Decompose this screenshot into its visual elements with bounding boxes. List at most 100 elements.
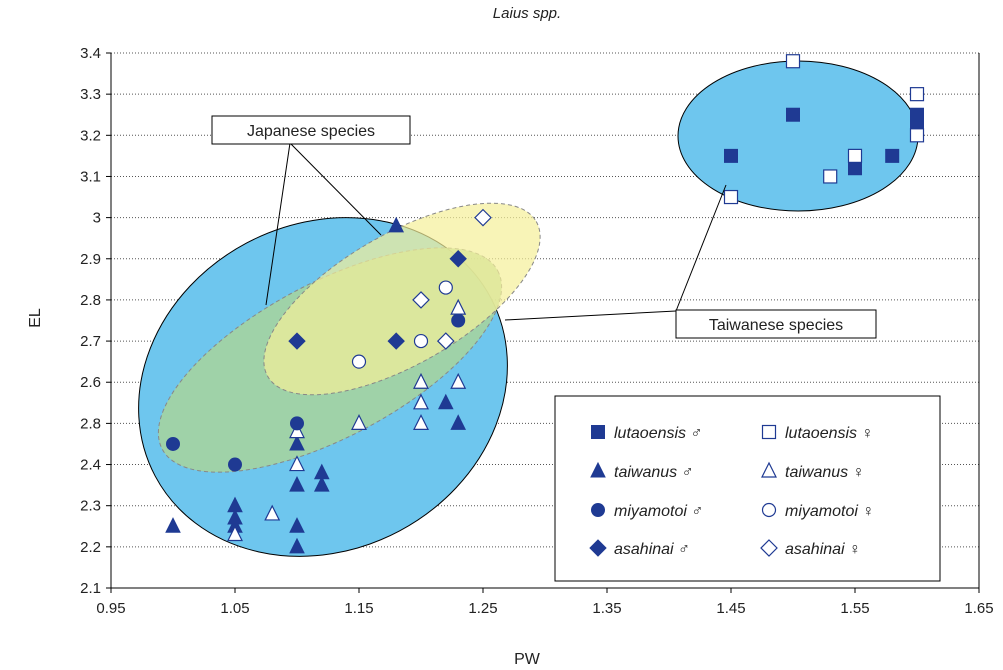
legend-asahinai-female-marker xyxy=(760,539,778,557)
taiwanese-callout-line-1 xyxy=(675,184,727,312)
japanese-callout-box xyxy=(211,115,411,145)
y-tick-label: 3.3 xyxy=(80,86,101,103)
taiwanus-male-point xyxy=(388,216,405,233)
taiwanus-female-point xyxy=(289,455,305,472)
taiwanese-callout-box xyxy=(675,309,877,339)
y-tick-label: 2.6 xyxy=(80,374,101,391)
taiwanus-male-point xyxy=(437,393,454,410)
legend-asahinai-male-marker xyxy=(589,539,607,557)
legend-taiwanus-male-marker xyxy=(590,461,606,478)
legend-asahinai-male-label: asahinai ♂ xyxy=(614,541,690,558)
asahinai-female-point xyxy=(412,291,430,309)
taiwanus-male-point xyxy=(313,475,330,492)
miyamotoi-female-point xyxy=(413,333,429,349)
lutaoensis-male-point xyxy=(910,107,924,122)
series-asahinai-male xyxy=(288,250,467,350)
taiwanus-male-point xyxy=(313,463,330,480)
asahinai-female-point xyxy=(436,332,455,350)
series-asahinai-female xyxy=(412,208,492,350)
miyamotoi-female-point xyxy=(351,354,367,369)
lutaoensis-female-point xyxy=(723,189,739,205)
y-tick-label: 2.9 xyxy=(80,251,101,268)
legend-taiwanus-female-marker xyxy=(761,461,777,478)
taiwanus-female-point xyxy=(413,372,429,389)
series-miyamotoi-female xyxy=(351,280,453,369)
taiwanus-female-point xyxy=(413,414,429,430)
y-tick-label: 3.1 xyxy=(80,168,101,185)
x-tick-label: 1.35 xyxy=(592,600,621,617)
taiwanese-callout-line-2 xyxy=(504,310,677,321)
y-tick-label: 2.8 xyxy=(80,415,101,432)
taiwanese-callout-label: Taiwanese species xyxy=(709,317,843,334)
taiwanus-female-point xyxy=(450,372,467,389)
y-tick-label: 2.2 xyxy=(80,539,101,556)
taiwanus-male-point xyxy=(227,496,243,513)
japanese-callout-line-2 xyxy=(289,142,382,236)
y-tick-label: 3.2 xyxy=(80,127,101,144)
x-tick-label: 1.45 xyxy=(716,600,745,617)
y-axis-title: EL xyxy=(27,308,44,328)
taiwanus-female-point xyxy=(264,504,281,521)
x-tick-label: 0.95 xyxy=(96,600,125,617)
miyamotoi-male-point xyxy=(166,436,180,451)
y-tick-label: 3.4 xyxy=(80,45,101,62)
taiwanus-male-point xyxy=(450,414,467,430)
lutaoensis-male-point xyxy=(848,161,862,176)
legend-box xyxy=(554,395,941,582)
japanese-callout-line-1 xyxy=(265,142,291,306)
x-tick-label: 1.25 xyxy=(468,600,497,617)
data-points xyxy=(165,54,925,554)
callouts: Japanese species Taiwanese species xyxy=(211,115,877,339)
legend-miyamotoi-female-label: miyamotoi ♀ xyxy=(785,503,874,520)
lutaoensis-male-point xyxy=(786,107,800,122)
legend-asahinai-female-label: asahinai ♀ xyxy=(785,541,861,558)
taiwanus-male-point xyxy=(289,475,305,492)
asahinai-female-point xyxy=(474,208,492,227)
miyamotoi-male-point xyxy=(228,457,242,472)
japanese-callout-label: Japanese species xyxy=(247,123,375,140)
x-tick-label: 1.05 xyxy=(220,600,249,617)
taiwanus-female-point xyxy=(351,414,367,430)
legend-miyamotoi-male-label: miyamotoi ♂ xyxy=(614,503,703,520)
lutaoensis-female-point xyxy=(909,87,925,102)
lutaoensis-male-point xyxy=(885,148,900,163)
series-taiwanus-female xyxy=(227,298,467,542)
y-tick-label: 2.1 xyxy=(80,580,101,597)
asahinai-male-point xyxy=(288,332,306,350)
x-tick-label: 1.65 xyxy=(964,600,993,617)
legend-lutaoensis-female-marker xyxy=(761,424,777,440)
japan-yellow-region-ellipse xyxy=(263,202,541,396)
legend-lutaoensis-male-label: lutaoensis ♂ xyxy=(614,425,703,442)
legend-taiwanus-male-label: taiwanus ♂ xyxy=(614,464,694,481)
legend-lutaoensis-female-label: lutaoensis ♀ xyxy=(785,425,874,442)
taiwanus-male-point xyxy=(227,508,243,525)
taiwanus-female-point xyxy=(227,525,243,542)
asahinai-male-point xyxy=(387,332,405,350)
legend-miyamotoi-female-marker xyxy=(761,502,777,518)
legend: lutaoensis ♂ lutaoensis ♀ taiwanus ♂ taiwan… xyxy=(554,395,941,582)
y-tick-label: 2.8 xyxy=(80,292,101,309)
miyamotoi-female-point xyxy=(438,280,453,295)
legend-miyamotoi-male-marker xyxy=(591,503,605,517)
lutaoensis-female-point xyxy=(847,148,863,163)
lutaoensis-female-point xyxy=(909,128,925,143)
axes: 2.1 2.2 2.3 2.4 2.8 2.6 2.7 2.8 2.9 3 3.1 3.2 3.3 3.4… xyxy=(80,45,993,617)
series-miyamotoi-male xyxy=(166,313,466,472)
y-tick-label: 2.4 xyxy=(80,457,101,474)
x-tick-label: 1.55 xyxy=(840,600,869,617)
chart-title: Laius spp. xyxy=(493,5,561,22)
y-tick-label: 2.7 xyxy=(80,333,101,350)
miyamotoi-male-point xyxy=(290,416,304,431)
series-lutaoensis-female xyxy=(723,54,925,205)
lutaoensis-male-point xyxy=(724,148,738,163)
asahinai-male-point xyxy=(449,250,467,268)
series-taiwanus-male xyxy=(165,216,467,554)
x-axis-title: PW xyxy=(514,651,541,668)
y-tick-label: 2.3 xyxy=(80,498,101,515)
lutaoensis-female-point xyxy=(823,169,838,184)
y-tick-label: 3 xyxy=(93,210,101,227)
legend-taiwanus-female-label: taiwanus ♀ xyxy=(785,464,865,481)
taiwanus-male-point xyxy=(289,537,305,554)
taiwan-region-ellipse xyxy=(677,60,919,212)
